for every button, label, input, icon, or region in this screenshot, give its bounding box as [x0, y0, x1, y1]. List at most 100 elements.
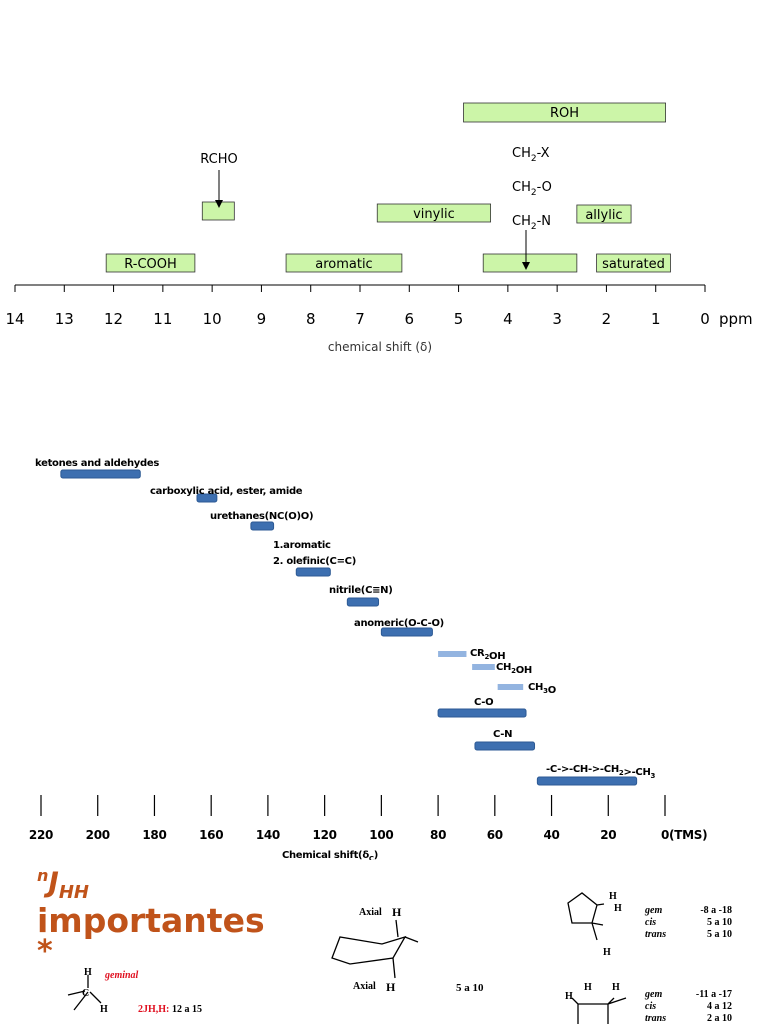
h-label: H: [612, 982, 620, 993]
coupling-type: gem: [644, 905, 662, 916]
x-tick-label: 7: [355, 310, 365, 328]
section-title: nJHH importantes *: [37, 868, 265, 967]
range-label: urethanes(NC(O)O): [210, 511, 313, 522]
c-label: C: [82, 988, 89, 999]
gem-coupling-value: 12 a 15: [172, 1004, 202, 1015]
coupling-value: 5 a 10: [707, 929, 732, 940]
coupling-value: 2 a 10: [707, 1013, 732, 1024]
x-tick-label: 220: [29, 828, 53, 842]
carbon-nmr-chart: 220 200 180 160 140 120 100 80 60 40 20 0(TMS) Chemi…: [29, 458, 708, 860]
x-tick-label: 12: [104, 310, 123, 328]
x-tick-label: 1: [651, 310, 661, 328]
x-tick-label: 14: [5, 310, 24, 328]
range-label: nitrile(C≡N): [329, 585, 393, 596]
coupling-type: cis: [645, 917, 656, 928]
x-tick-label: 8: [306, 310, 316, 328]
range-label: R-COOH: [124, 257, 177, 272]
x-tick-label: 3: [552, 310, 562, 328]
range-label: aromatic: [315, 257, 372, 272]
range-box: [596, 253, 671, 273]
range-label: ROH: [550, 106, 579, 121]
range-label: C-N: [493, 729, 512, 740]
h-label: H: [614, 903, 622, 914]
range-bar: [346, 597, 380, 607]
x-tick-label: 120: [313, 828, 337, 842]
range-box: [105, 253, 196, 273]
range-bar: [536, 776, 638, 786]
x-tick-label: 4: [503, 310, 513, 328]
h-label: H: [392, 905, 402, 919]
axial-label: Axial: [353, 981, 376, 992]
coupling-value: -11 a -17: [696, 989, 732, 1000]
x-tick-label: 11: [153, 310, 172, 328]
gem-coupling-label: 2JH,H:: [138, 1004, 169, 1015]
coupling-type: gem: [644, 989, 662, 1000]
range-bar: [438, 651, 467, 657]
range-label: ketones and aldehydes: [35, 458, 159, 469]
cyclopentane-drawing: [567, 892, 605, 941]
range-box: [376, 203, 492, 223]
coupling-value: 5 a 10: [707, 917, 732, 928]
x-tick-label: 180: [142, 828, 166, 842]
h-label: H: [84, 967, 92, 978]
range-label: -C->-CH->-CH2>-CH3: [546, 764, 656, 780]
annotation: CH2-N: [512, 214, 551, 232]
x-tick-label: 0: [700, 310, 710, 328]
title-n: n: [37, 866, 49, 885]
x-tick-label: 9: [257, 310, 267, 328]
h-label: H: [386, 980, 396, 994]
h-label: H: [584, 982, 592, 993]
range-label: allylic: [585, 208, 622, 223]
range-bar: [250, 521, 275, 531]
range-label: saturated: [602, 257, 665, 272]
range-bar: [196, 493, 218, 503]
coupling-type: trans: [645, 1013, 666, 1024]
title-hh: HH: [58, 881, 89, 903]
title-word: importantes: [37, 900, 265, 940]
x-tick-label: 5: [454, 310, 464, 328]
coupling-value: 4 a 12: [707, 1001, 732, 1012]
range-bar: [380, 627, 433, 637]
h-label: H: [100, 1004, 108, 1015]
range-box: [482, 253, 578, 273]
range-label: anomeric(O-C-O): [354, 618, 444, 629]
axial-coupling-value: 5 a 10: [456, 982, 484, 994]
range-label: 2. olefinic(C=C): [273, 556, 356, 567]
coupling-value: -8 a -18: [700, 905, 732, 916]
x-tick-label: 100: [369, 828, 393, 842]
x-tick-label: 60: [487, 828, 503, 842]
x-tick-label: 140: [256, 828, 280, 842]
axial-label: Axial: [359, 907, 382, 918]
range-bar: [295, 567, 331, 577]
x-tick-label: 0(TMS): [661, 828, 707, 842]
annotation-rcho: RCHO: [200, 152, 237, 167]
range-label: carboxylic acid, ester, amide: [150, 486, 303, 497]
x-axis-label: Chemical shift(δC): [282, 850, 378, 860]
h-label: H: [565, 991, 573, 1002]
geminal-label: geminal: [104, 970, 139, 981]
range-label: 1.aromatic: [273, 540, 331, 551]
methylene-drawing: [67, 975, 102, 1011]
x-tick-label: 40: [543, 828, 559, 842]
x-tick-label: 20: [600, 828, 616, 842]
x-tick-label: 160: [199, 828, 223, 842]
h-label: H: [609, 891, 617, 902]
x-tick-label: 13: [55, 310, 74, 328]
range-label: vinylic: [413, 207, 455, 222]
arrow-head: [215, 200, 223, 208]
x-axis-label: chemical shift (δ): [328, 340, 432, 354]
range-box: [463, 102, 666, 123]
range-bar: [472, 664, 495, 670]
title-star: *: [37, 933, 53, 969]
annotation: CH2-O: [512, 180, 552, 198]
x-tick-label: 6: [405, 310, 415, 328]
range-label: CH2OH: [496, 662, 532, 676]
range-box: [576, 204, 632, 224]
range-bar: [437, 708, 527, 718]
range-bar: [474, 741, 536, 751]
x-tick-label: 2: [602, 310, 612, 328]
cyclohexane-drawing: [331, 919, 419, 979]
range-bar: [60, 469, 141, 479]
